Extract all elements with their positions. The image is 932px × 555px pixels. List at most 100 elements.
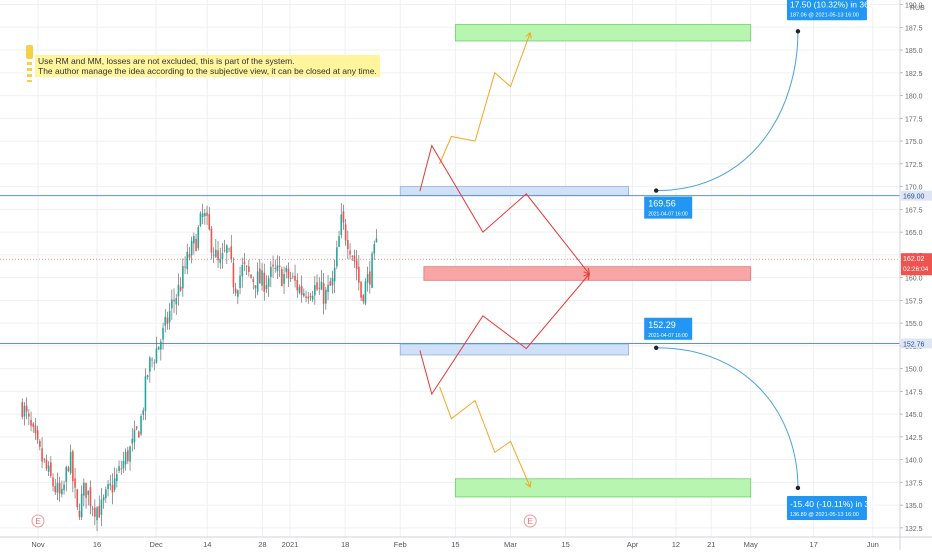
- candle-body: [182, 266, 184, 289]
- start-time: 2021-04-07 16:00: [648, 333, 688, 339]
- time-axis[interactable]: Nov 16 Dec 14 28 2021 18 Feb 15 Mar 15 Apr 12 21 May 17…: [0, 536, 932, 549]
- candle-body: [250, 274, 252, 278]
- time-tick-label: Jun: [867, 540, 879, 549]
- candle-body: [307, 296, 310, 299]
- candle-body: [171, 299, 173, 309]
- candle-body: [320, 281, 323, 290]
- candle-body: [265, 284, 268, 290]
- candle-body: [217, 250, 219, 261]
- time-tick-label: Feb: [394, 540, 407, 549]
- candle-body: [28, 413, 30, 417]
- price-tick-label: 135.0: [905, 503, 923, 510]
- candle-body: [36, 430, 39, 440]
- last-price-value: 162.02: [903, 256, 925, 263]
- time-tick-label: 12: [672, 540, 680, 549]
- candle-body: [276, 265, 279, 272]
- candle-body: [153, 362, 156, 364]
- note-line-2: The author manage the idea according to …: [38, 66, 377, 76]
- event-label: E: [35, 517, 40, 526]
- projection-end-dot: [795, 485, 801, 491]
- candle-body: [50, 462, 52, 476]
- candle-body: [219, 258, 222, 264]
- candle-body: [30, 419, 32, 426]
- candle-body: [149, 357, 151, 372]
- candle-body: [261, 270, 263, 286]
- projection-end-dot: [795, 29, 801, 34]
- candle-body: [274, 267, 277, 269]
- candle-body: [349, 250, 351, 255]
- candle-body: [34, 425, 37, 434]
- projection-start-dot: [653, 345, 659, 350]
- candle-body: [96, 507, 98, 521]
- candle-body: [300, 285, 303, 296]
- candle-body: [41, 448, 43, 462]
- start-label-box: [644, 196, 693, 219]
- candle-body: [142, 410, 145, 415]
- candle-body: [333, 267, 336, 282]
- candle-body: [25, 405, 28, 412]
- price-tick-label: 177.5: [905, 116, 923, 123]
- start-value: 152.29: [648, 320, 676, 330]
- candlestick-series: [21, 202, 378, 532]
- candle-body: [175, 298, 178, 305]
- horizontal-levels: [0, 195, 900, 344]
- time-tick-label: Dec: [149, 540, 163, 549]
- green-zone: [454, 478, 752, 498]
- candle-body: [371, 253, 373, 288]
- candle-body: [353, 255, 356, 262]
- price-tick-label: 182.5: [905, 71, 923, 78]
- candle-body: [105, 489, 107, 499]
- candle-body: [98, 506, 101, 518]
- candle-body: [355, 260, 358, 270]
- candle-body: [336, 247, 338, 267]
- candle-body: [358, 266, 360, 283]
- candle-body: [375, 238, 378, 243]
- candle-body: [283, 274, 285, 284]
- candle-body: [94, 507, 96, 517]
- candle-body: [289, 277, 292, 279]
- candle-body: [329, 281, 332, 286]
- candle-body: [237, 290, 239, 297]
- candle-body: [133, 429, 136, 443]
- level-price-label: 169.00: [903, 194, 925, 201]
- price-tick-label: 172.5: [905, 162, 923, 169]
- target-point: 136.89 @ 2021-05-13 16:00: [790, 512, 859, 518]
- candle-body: [118, 466, 120, 471]
- time-tick-label: 17: [810, 540, 818, 549]
- scenario-path: [419, 273, 590, 396]
- price-tick-label: 155.0: [905, 321, 923, 328]
- candle-body: [208, 214, 211, 230]
- candle-body: [113, 478, 116, 490]
- candle-body: [241, 264, 244, 277]
- candle-body: [351, 255, 354, 257]
- candle-body: [47, 465, 50, 472]
- candle-body: [155, 348, 158, 363]
- candle-body: [144, 376, 147, 411]
- candle-body: [146, 375, 149, 377]
- note-text: Use RM and MM, losses are not excluded, …: [35, 55, 380, 77]
- candle-body: [111, 484, 114, 493]
- candle-body: [325, 289, 327, 304]
- price-axis[interactable]: RUB 132.5 135.0 137.5 140.0 142.5 145.0 147.5 15…: [899, 0, 932, 550]
- countdown-value: 02:26:04: [903, 266, 929, 273]
- earnings-icon: [523, 514, 537, 528]
- candle-body: [206, 212, 208, 216]
- arrow-head-icon: [583, 273, 590, 280]
- note-dots-icon: [27, 62, 32, 82]
- projection-arc: [656, 31, 799, 192]
- level-price-tag: [901, 338, 932, 349]
- candle-body: [252, 279, 255, 283]
- candle-body: [292, 275, 294, 277]
- candle-body: [305, 296, 307, 298]
- candle-body: [52, 477, 54, 487]
- target-change: -15.40 (-10.11%) in 36d: [790, 499, 879, 509]
- start-time: 2021-04-07 16:00: [648, 212, 688, 218]
- candle-body: [234, 288, 237, 294]
- candle-body: [256, 271, 259, 292]
- candle-body: [342, 211, 345, 223]
- time-tick-label: 15: [451, 540, 459, 549]
- candle-body: [39, 440, 41, 447]
